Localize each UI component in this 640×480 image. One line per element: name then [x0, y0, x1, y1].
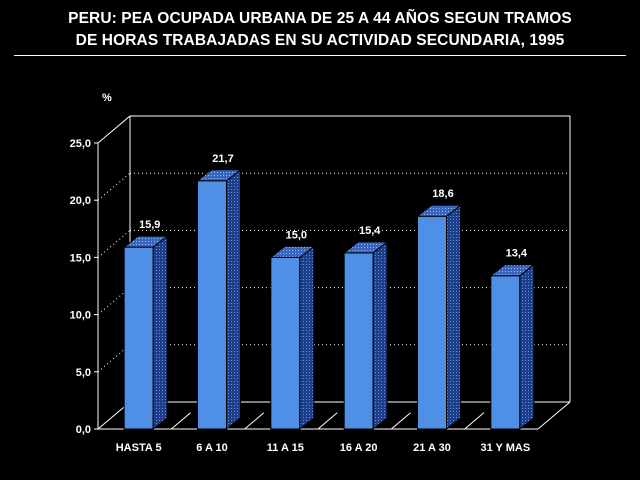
chart-title-line-1: PERU: PEA OCUPADA URBANA DE 25 A 44 AÑOS… [68, 10, 572, 27]
x-tick-label: 6 A 10 [196, 442, 228, 454]
gridline-side [97, 344, 131, 373]
x-tick-label: 11 A 15 [267, 442, 304, 454]
floor-divider [317, 412, 338, 430]
y-tick-label: 15,0 [70, 252, 91, 264]
bar [197, 180, 227, 430]
bar-side [372, 240, 388, 431]
gridline-side [97, 230, 131, 258]
chart-title-line-2: DE HORAS TRABAJADAS EN SU ACTIVIDAD SECU… [75, 32, 565, 49]
bar-value-label: 15,4 [359, 225, 381, 237]
floor-divider [171, 412, 191, 430]
y-tick-label: 25,0 [70, 138, 91, 150]
bar-value-label: 15,9 [139, 219, 160, 231]
x-tick-label: 31 Y MAS [480, 442, 530, 454]
bar-side [152, 235, 168, 431]
title-divider [14, 55, 626, 56]
gridline-side [97, 287, 131, 315]
bar [123, 246, 154, 430]
floor-divider [244, 412, 265, 430]
bar-top [269, 245, 316, 258]
y-tick-label: 20,0 [70, 195, 91, 207]
y-tick-label: 10,0 [70, 310, 91, 322]
bar-top [416, 204, 462, 217]
x-tick-label: HASTA 5 [116, 442, 162, 454]
floor-right-edge [537, 401, 571, 430]
bar [490, 275, 521, 430]
y-tick-label: 5,0 [76, 367, 91, 379]
x-tick-label: 21 A 30 [413, 442, 451, 454]
bar-value-label: 21,7 [212, 153, 233, 165]
y-tick-label: 0,0 [76, 424, 91, 436]
bar-side [519, 263, 535, 431]
floor-divider [464, 412, 485, 430]
bar-side [226, 168, 241, 431]
bar-top [196, 169, 242, 182]
bar [343, 252, 374, 430]
bar [270, 256, 301, 430]
bar [417, 215, 447, 430]
left-wall-top-edge [97, 115, 131, 144]
bar-value-label: 13,4 [506, 248, 528, 260]
bar-value-label: 15,0 [286, 229, 307, 241]
bar-top [489, 264, 536, 277]
chart-title: PERU: PEA OCUPADA URBANA DE 25 A 44 AÑOS… [0, 8, 640, 52]
gridline-side [97, 172, 131, 201]
x-tick-label: 16 A 20 [340, 442, 378, 454]
y-axis-unit-label: % [102, 92, 112, 104]
bar-side [446, 204, 461, 431]
bar-top [342, 241, 389, 254]
bar-side [299, 245, 315, 431]
bar-top [122, 235, 169, 248]
floor-divider [391, 412, 411, 430]
bar-value-label: 18,6 [432, 188, 453, 200]
